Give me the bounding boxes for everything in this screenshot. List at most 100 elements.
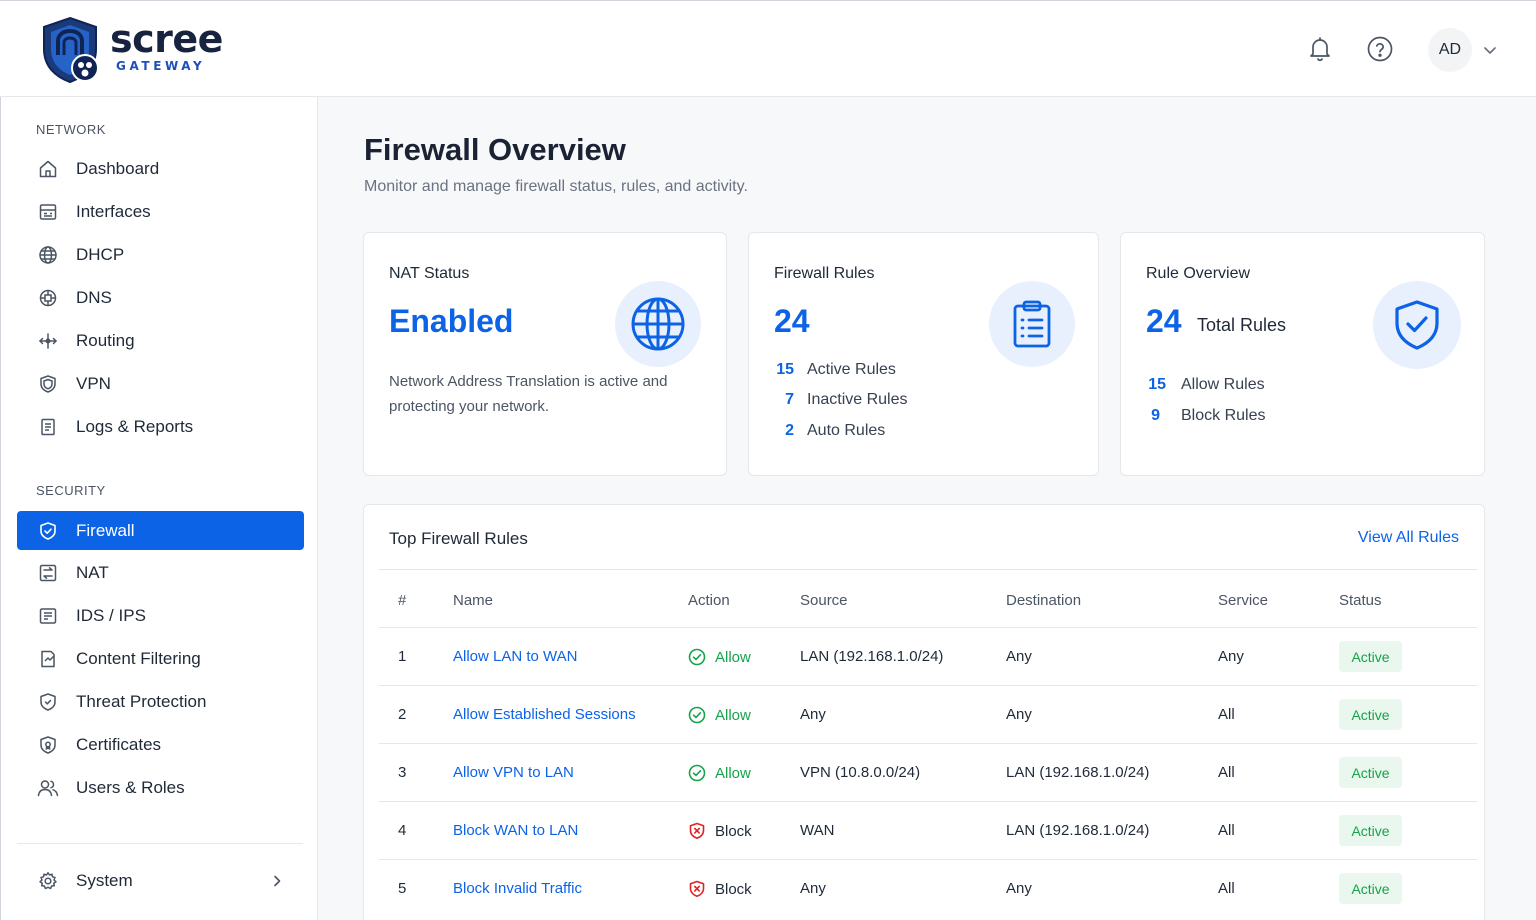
sidebar-item-label: Content Filtering	[76, 648, 201, 668]
rule-action: Allow	[688, 648, 751, 666]
rule-action: Block	[688, 880, 752, 898]
stat-number: 2	[785, 422, 794, 439]
column-header-status[interactable]: Status	[1339, 592, 1382, 609]
sidebar-item-content-filtering[interactable]: Content Filtering	[17, 639, 304, 678]
sidebar-item-certificates[interactable]: Certificates	[17, 725, 304, 764]
rule-name-link[interactable]: Allow VPN to LAN	[453, 764, 574, 781]
card-title: Rule Overview	[1146, 265, 1251, 282]
brand-name: scree	[110, 17, 223, 61]
sidebar-item-nat[interactable]: NAT	[17, 553, 304, 592]
sidebar-item-users-roles[interactable]: Users & Roles	[17, 768, 304, 807]
column-header-number[interactable]: #	[398, 592, 407, 609]
action-label: Block	[715, 822, 752, 840]
sidebar-item-dns[interactable]: DNS	[17, 278, 304, 317]
sidebar-item-ids-ips[interactable]: IDS / IPS	[17, 596, 304, 635]
globe-icon	[615, 281, 701, 367]
rule-service: All	[1218, 822, 1235, 839]
sidebar-item-label: Logs & Reports	[76, 416, 194, 436]
total-rules-count: 24	[1146, 303, 1182, 339]
rule-number: 1	[398, 648, 407, 665]
rule-service: Any	[1218, 648, 1244, 665]
user-menu-chevron[interactable]	[1481, 41, 1499, 59]
rule-name-link[interactable]: Allow Established Sessions	[453, 706, 636, 723]
sidebar-item-interfaces[interactable]: Interfaces	[17, 192, 304, 231]
sidebar-item-label: Dashboard	[76, 158, 160, 178]
status-badge: Active	[1339, 815, 1402, 846]
column-header-service[interactable]: Service	[1218, 592, 1269, 609]
sidebar-divider	[17, 843, 303, 844]
column-header-action[interactable]: Action	[688, 592, 730, 609]
rule-action: Block	[688, 822, 752, 840]
card-title: Firewall Rules	[774, 265, 875, 282]
sidebar-item-vpn[interactable]: VPN	[17, 364, 304, 403]
rule-number: 4	[398, 822, 407, 839]
sidebar-item-label: DNS	[76, 287, 112, 307]
brand-logo[interactable]: scree GATEWAY	[38, 15, 238, 85]
notifications-button[interactable]	[1306, 35, 1334, 63]
table-divider	[379, 569, 1477, 570]
sidebar-item-label: Threat Protection	[76, 691, 207, 711]
sidebar-item-logs-reports[interactable]: Logs & Reports	[17, 407, 304, 446]
rule-number: 3	[398, 764, 407, 781]
stat-number: 15	[1148, 376, 1166, 393]
check-circle-icon	[688, 764, 706, 782]
rule-action: Allow	[688, 764, 751, 782]
table-row[interactable]: 5 Block Invalid Traffic Block Any Any Al…	[379, 859, 1477, 917]
sidebar-item-threat-protection[interactable]: Threat Protection	[17, 682, 304, 721]
rule-service: All	[1218, 706, 1235, 723]
sidebar-item-firewall[interactable]: Firewall	[17, 511, 304, 550]
column-header-name[interactable]: Name	[453, 592, 494, 609]
user-avatar[interactable]: AD	[1428, 28, 1472, 72]
rule-source: WAN	[800, 822, 835, 839]
table-row[interactable]: 4 Block WAN to LAN Block WAN LAN (192.16…	[379, 801, 1477, 859]
rule-service: All	[1218, 764, 1235, 781]
sidebar-item-label: IDS / IPS	[76, 605, 146, 625]
brand-subtitle: GATEWAY	[116, 59, 206, 73]
sidebar-item-system[interactable]: System	[17, 861, 304, 900]
rule-name-link[interactable]: Block Invalid Traffic	[453, 880, 582, 897]
filter-icon	[37, 648, 59, 670]
sidebar-item-dhcp[interactable]: DHCP	[17, 235, 304, 274]
sidebar-item-dashboard[interactable]: Dashboard	[17, 149, 304, 188]
sidebar-item-label: Users & Roles	[76, 777, 185, 797]
column-header-destination[interactable]: Destination	[1006, 592, 1082, 609]
bell-icon	[1310, 37, 1330, 62]
firewall-rules-count: 24	[774, 303, 810, 339]
table-row[interactable]: 2 Allow Established Sessions Allow Any A…	[379, 685, 1477, 743]
column-header-source[interactable]: Source	[800, 592, 848, 609]
sidebar-item-routing[interactable]: Routing	[17, 321, 304, 360]
sidebar-item-label: NAT	[76, 562, 109, 582]
rule-name-link[interactable]: Block WAN to LAN	[453, 822, 579, 839]
stat-label: Active Rules	[807, 361, 896, 378]
rule-name-link[interactable]: Allow LAN to WAN	[453, 648, 578, 665]
shield-icon	[37, 691, 59, 713]
clipboard-icon	[989, 281, 1075, 367]
view-all-rules-link[interactable]: View All Rules	[1357, 529, 1459, 546]
rule-destination: LAN (192.168.1.0/24)	[1006, 764, 1150, 781]
users-icon	[37, 777, 59, 799]
sidebar: NETWORK Dashboard Interfaces DHCP DNS Ro…	[0, 97, 318, 920]
table-title: Top Firewall Rules	[389, 529, 528, 548]
status-badge: Active	[1339, 873, 1402, 904]
table-row[interactable]: 3 Allow VPN to LAN Allow VPN (10.8.0.0/2…	[379, 743, 1477, 801]
shield-check-icon	[37, 520, 59, 542]
inactive-rules-stat: 7 Inactive Rules	[761, 391, 907, 409]
page-subtitle: Monitor and manage firewall status, rule…	[364, 178, 748, 195]
rule-destination: LAN (192.168.1.0/24)	[1006, 822, 1150, 839]
sidebar-item-label: Firewall	[76, 520, 135, 540]
top-header: scree GATEWAY AD	[0, 0, 1536, 97]
sidebar-item-label: Certificates	[76, 734, 162, 754]
shield-icon	[37, 373, 59, 395]
allow-rules-stat: 15 Allow Rules	[1133, 376, 1265, 394]
help-button[interactable]	[1366, 35, 1394, 63]
table-row[interactable]: 1 Allow LAN to WAN Allow LAN (192.168.1.…	[379, 627, 1477, 685]
top-firewall-rules-card: Top Firewall Rules View All Rules # Name…	[363, 504, 1485, 920]
stat-label: Allow Rules	[1181, 376, 1265, 393]
sidebar-item-label: Routing	[76, 330, 135, 350]
help-icon	[1367, 36, 1393, 62]
rule-source: Any	[800, 880, 826, 897]
auto-rules-stat: 2 Auto Rules	[761, 422, 885, 440]
action-label: Block	[715, 880, 752, 898]
sidebar-item-label: Interfaces	[76, 201, 151, 221]
rule-source: LAN (192.168.1.0/24)	[800, 648, 944, 665]
